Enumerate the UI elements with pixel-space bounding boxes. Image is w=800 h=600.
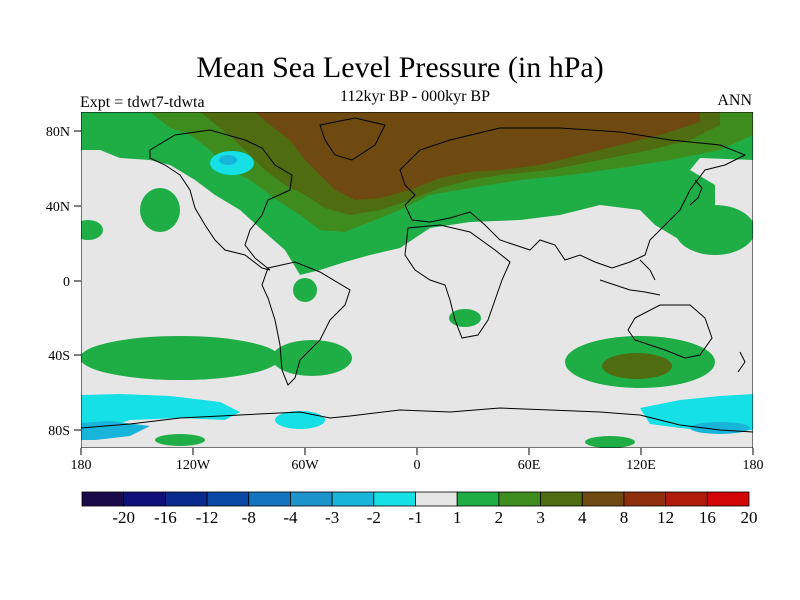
- colorbar: -20 -16 -12 -8 -4 -3 -2 -1 1 2 3 4 8 12 16 20: [81, 491, 758, 527]
- colorbar-label: -1: [408, 508, 422, 527]
- lat-label: 80S: [48, 424, 70, 439]
- lon-label: 120E: [626, 458, 656, 473]
- eurasia-coast: [399, 127, 747, 269]
- arctic-brown: [370, 114, 490, 142]
- pacific-ne-green: [140, 188, 180, 232]
- colorbar-swatch: [123, 491, 166, 507]
- west-pacific-green: [81, 220, 103, 240]
- colorbar-label: 4: [578, 508, 587, 527]
- colorbar-swatch: [665, 491, 708, 507]
- coastlines: [81, 117, 753, 433]
- north-america-coast: [149, 129, 293, 271]
- experiment-label: Expt = tdwt7-tdwta: [80, 94, 205, 111]
- south-atlantic-green: [449, 309, 481, 327]
- map-subtitle: 112kyr BP - 000kyr BP: [340, 88, 490, 105]
- season-label: ANN: [717, 92, 752, 109]
- lon-label: 60W: [291, 458, 319, 473]
- colorbar-label: 1: [453, 508, 462, 527]
- colorbar-label: 3: [536, 508, 545, 527]
- antarctic-blue-west: [81, 421, 150, 440]
- colorbar-swatch: [581, 491, 625, 507]
- antarctic-green-patch-2: [585, 436, 635, 448]
- colorbar-swatch: [706, 491, 750, 507]
- colorbar-label: -8: [242, 508, 256, 527]
- colorbar-label: 2: [495, 508, 504, 527]
- lon-label: 180: [71, 458, 92, 473]
- colorbar-label: -4: [283, 508, 298, 527]
- antarctica-coast: [81, 407, 753, 433]
- lat-label: 40S: [48, 349, 70, 364]
- colorbar-label: 16: [699, 508, 716, 527]
- pacific-nw-green: [675, 205, 753, 255]
- colorbar-swatch: [540, 491, 583, 507]
- lat-label: 0: [63, 275, 70, 290]
- lon-axis: [80, 448, 754, 455]
- colorbar-swatch: [373, 491, 416, 507]
- colorbar-label: 12: [657, 508, 674, 527]
- colorbar-swatch: [81, 491, 125, 507]
- colorbar-swatch: [623, 491, 667, 507]
- lon-label: 60E: [518, 458, 541, 473]
- colorbar-label: -3: [325, 508, 339, 527]
- colorbar-label: -16: [154, 508, 177, 527]
- africa-coast: [404, 224, 511, 339]
- japan-coast: [689, 179, 703, 206]
- colorbar-swatch: [248, 491, 291, 507]
- lat-label: 80N: [46, 125, 70, 140]
- colorbar-label: 8: [620, 508, 629, 527]
- map-title: Mean Sea Level Pressure (in hPa): [196, 51, 604, 84]
- colorbar-swatch: [456, 491, 500, 507]
- south-america-coast: [261, 261, 351, 386]
- colorbar-label: 20: [741, 508, 758, 527]
- new-zealand-coast: [737, 351, 746, 373]
- south-america-green: [272, 340, 352, 376]
- antarctic-green-patch: [155, 434, 205, 446]
- greenland-coast: [319, 117, 386, 161]
- colorbar-swatch: [206, 491, 250, 507]
- indian-ocean-olive: [602, 353, 672, 379]
- lon-label: 180: [743, 458, 764, 473]
- weddell-cyan: [275, 411, 325, 429]
- south-pacific-green: [81, 336, 280, 380]
- colorbar-swatch: [164, 491, 208, 507]
- colorbar-label: -2: [367, 508, 381, 527]
- colorbar-swatch: [331, 491, 375, 507]
- australia-coast: [627, 304, 713, 359]
- colorbar-label: -12: [196, 508, 219, 527]
- colorbar-swatch: [290, 491, 333, 507]
- lat-axis: [74, 130, 81, 431]
- colorbar-swatch: [415, 491, 458, 507]
- lon-label: 0: [414, 458, 421, 473]
- hudson-blue: [219, 155, 237, 165]
- lon-label: 120W: [176, 458, 211, 473]
- colorbar-swatch: [498, 491, 541, 507]
- colorbar-label: -20: [112, 508, 135, 527]
- antarctic-blue-east: [690, 422, 750, 434]
- southeast-pacific-green: [293, 278, 317, 302]
- map-field: [81, 112, 753, 448]
- lat-label: 40N: [46, 200, 70, 215]
- indonesia-coast: [599, 259, 661, 296]
